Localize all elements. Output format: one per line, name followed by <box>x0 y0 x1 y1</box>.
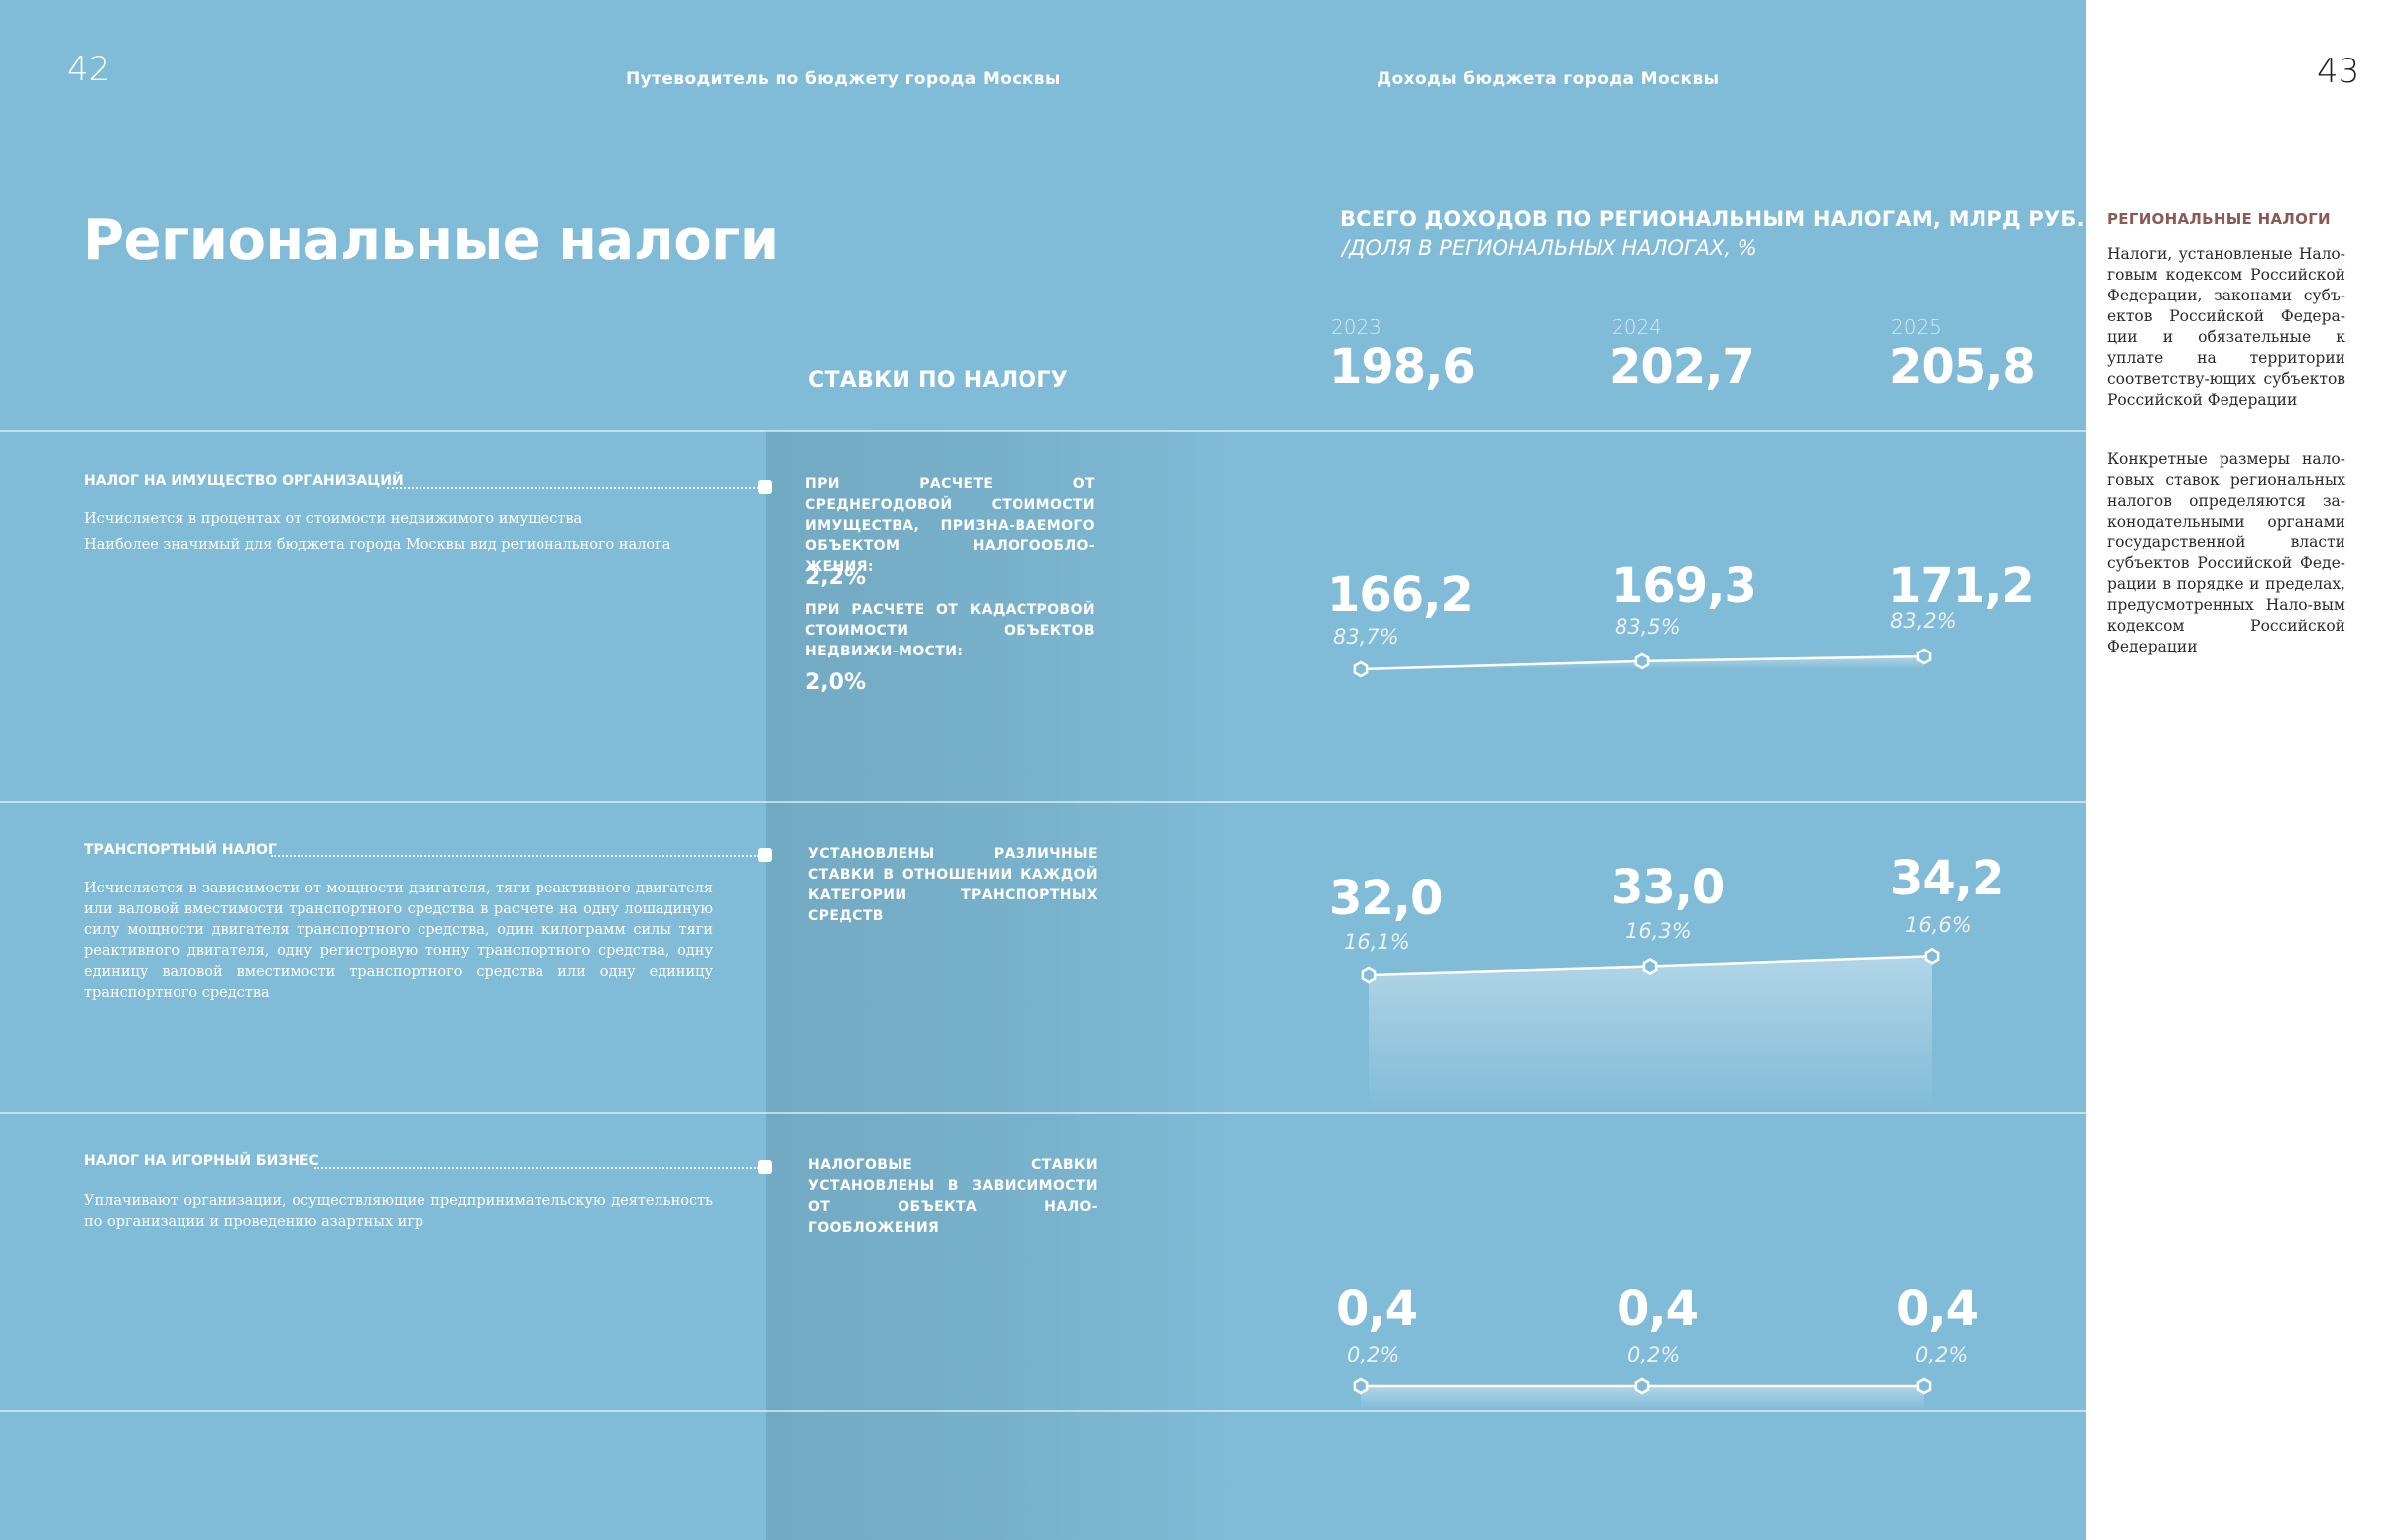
leader-dots <box>271 855 759 857</box>
chart-header-main: ВСЕГО ДОХОДОВ ПО РЕГИОНАЛЬНЫМ НАЛОГАМ, М… <box>1340 207 2085 231</box>
rates-column-band <box>766 431 1237 1540</box>
hex-marker-icon <box>758 1160 772 1174</box>
leader-dots <box>314 1167 759 1169</box>
chart-value: 171,2 <box>1888 558 2035 614</box>
chart-share: 0,2% <box>1915 1343 1969 1366</box>
running-head-left: Путеводитель по бюджету города Москвы <box>626 69 1061 89</box>
page-number-left: 42 <box>67 50 111 89</box>
chart-share: 16,1% <box>1344 930 1410 954</box>
year-label: 2024 <box>1612 315 1662 339</box>
tax-row-gambling: НАЛОГ НА ИГОРНЫЙ БИЗНЕС <box>84 1150 319 1169</box>
hex-marker-icon <box>758 480 772 494</box>
chart-value: 34,2 <box>1890 851 2004 906</box>
page-title: Региональные налоги <box>83 208 779 273</box>
sidebar-title: РЕГИОНАЛЬНЫЕ НАЛОГИ <box>2107 210 2331 228</box>
chart-value: 32,0 <box>1329 871 1443 926</box>
total-value: 198,6 <box>1329 339 1476 395</box>
running-head-right: Доходы бюджета города Москвы <box>1377 69 1720 89</box>
chart-value: 0,4 <box>1896 1281 1979 1337</box>
row-title: НАЛОГ НА ИГОРНЫЙ БИЗНЕС <box>84 1153 319 1169</box>
sidebar-paragraph: Конкретные размеры нало-говых ставок рег… <box>2107 450 2345 655</box>
rates-header: СТАВКИ ПО НАЛОГУ <box>808 368 1068 393</box>
page-number-right: 43 <box>2317 52 2360 91</box>
row-title: ТРАНСПОРТНЫЙ НАЛОГ <box>84 842 277 858</box>
chart-share: 83,2% <box>1890 609 1957 633</box>
sidebar-paragraph: Налоги, установленые Нало-говым кодексом… <box>2107 245 2345 409</box>
row-description: Уплачивают организации, осуществляющие п… <box>84 1193 713 1230</box>
chart-value: 33,0 <box>1611 860 1725 915</box>
chart-share: 16,3% <box>1625 919 1692 943</box>
chart-value: 0,4 <box>1336 1281 1418 1337</box>
chart-share: 0,2% <box>1347 1343 1400 1366</box>
total-value: 202,7 <box>1609 339 1755 395</box>
chart-share: 0,2% <box>1627 1343 1681 1366</box>
rate-value: 2,2% <box>805 565 867 590</box>
rate-condition: Установлены различные ставки в отношении… <box>808 846 1098 924</box>
chart-header-sub: /ДОЛЯ В РЕГИОНАЛЬНЫХ НАЛОГАХ, % <box>1342 236 1757 260</box>
rate-condition: Налоговые ставки установлены в зависимос… <box>808 1157 1098 1236</box>
chart-share: 16,6% <box>1905 913 1972 937</box>
leader-dots <box>387 487 759 489</box>
chart-value: 0,4 <box>1617 1281 1699 1337</box>
total-value: 205,8 <box>1889 339 2036 395</box>
chart-value: 166,2 <box>1327 567 1474 623</box>
rate-condition: при расчете от кадастровой стоимости объ… <box>805 602 1095 659</box>
row-separator <box>0 801 2086 803</box>
year-label: 2023 <box>1331 315 1381 339</box>
row-description: Исчисляется в процентах от стоимости нед… <box>84 511 583 527</box>
chart-share: 83,7% <box>1333 625 1399 649</box>
row-separator <box>0 1112 2086 1114</box>
rate-value: 2,0% <box>805 670 867 695</box>
row-separator <box>0 1410 2086 1412</box>
chart-share: 83,5% <box>1615 615 1681 639</box>
chart-value: 169,3 <box>1611 558 1757 614</box>
row-description: Наиболее значимый для бюджета города Мос… <box>84 537 671 553</box>
row-description: Исчисляется в зависимости от мощности дв… <box>84 881 713 1001</box>
rate-condition: при расчете от среднегодовой стоимости и… <box>805 476 1095 575</box>
hex-marker-icon <box>758 848 772 862</box>
row-separator <box>0 430 2086 432</box>
tax-row-property: НАЛОГ НА ИМУЩЕСТВО ОРГАНИЗАЦИЙ <box>84 470 404 489</box>
year-label: 2025 <box>1891 315 1942 339</box>
tax-row-transport: ТРАНСПОРТНЫЙ НАЛОГ <box>84 839 277 858</box>
row-title: НАЛОГ НА ИМУЩЕСТВО ОРГАНИЗАЦИЙ <box>84 473 404 489</box>
